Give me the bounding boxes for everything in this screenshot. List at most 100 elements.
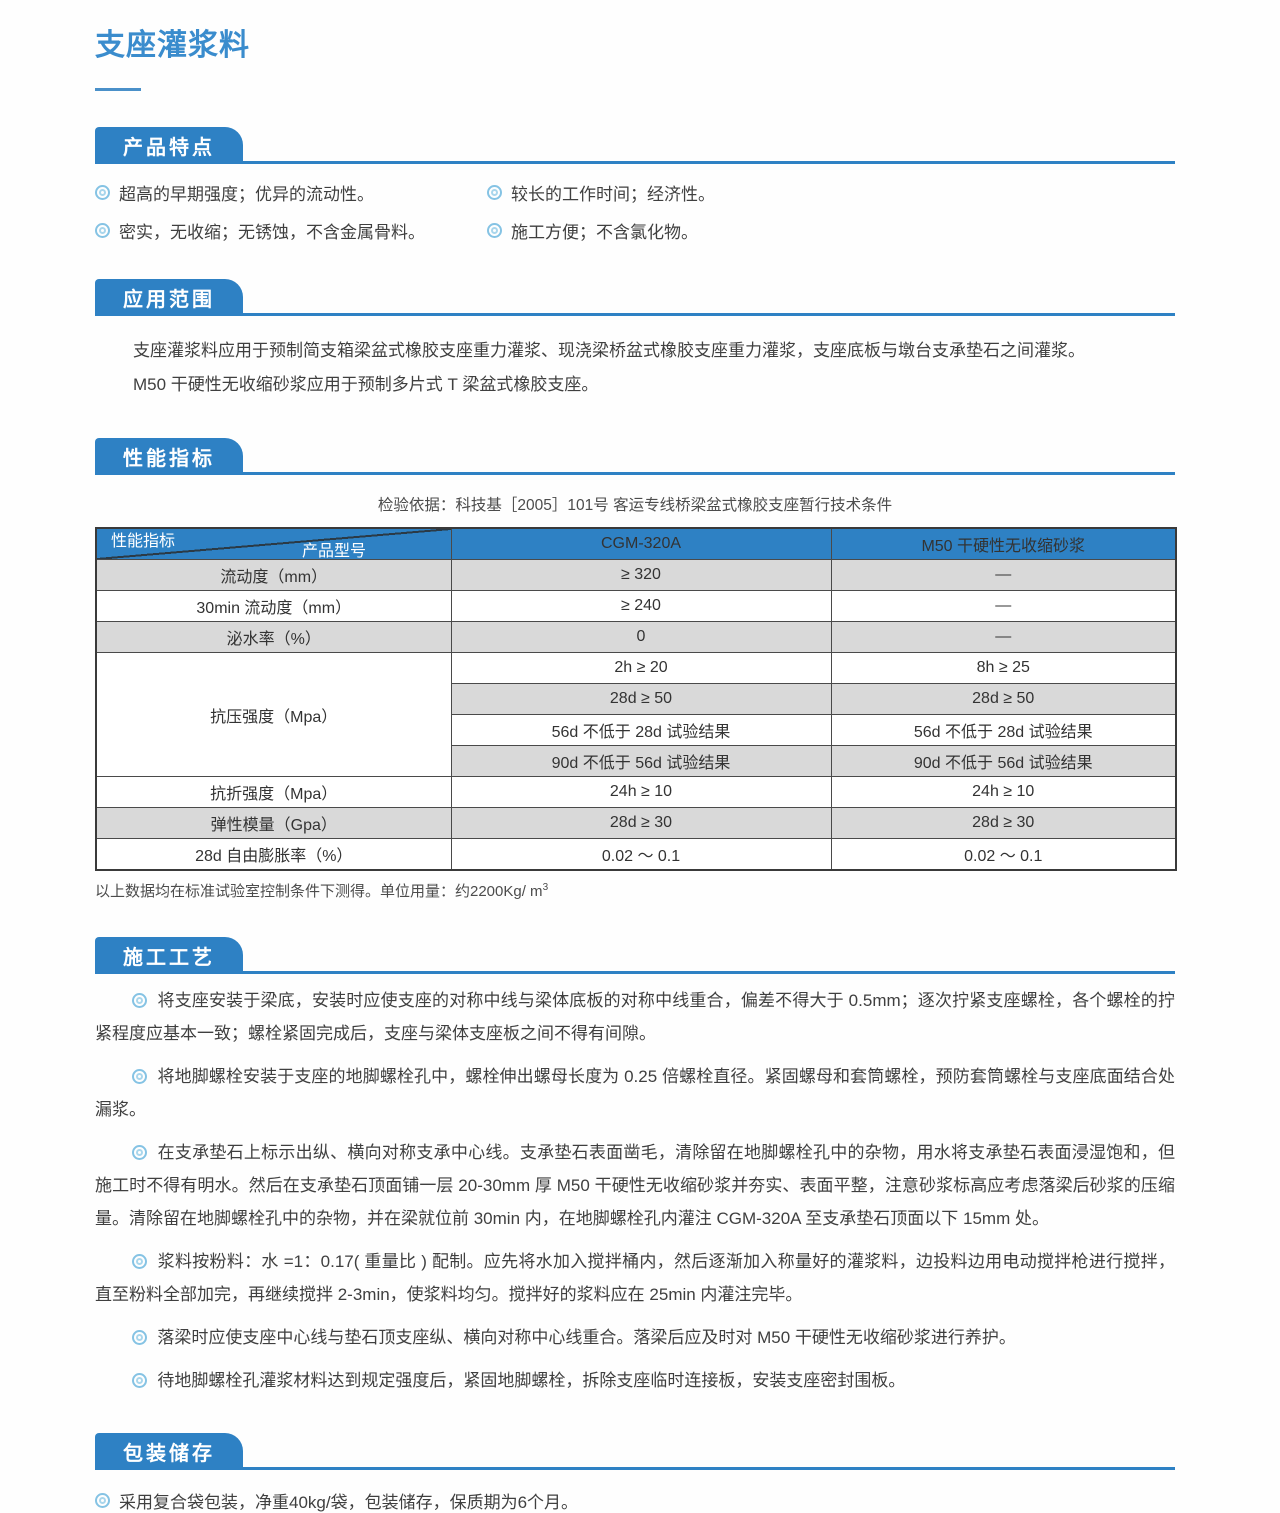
cell-value: 56d 不低于 28d 试验结果: [830, 714, 1177, 746]
table-row: 28d 自由膨胀率（%） 0.02 ～ 0.1 0.02 ～ 0.1: [95, 838, 1177, 871]
page-title: 支座灌浆料: [95, 29, 250, 62]
cell-value: ≥ 240: [450, 590, 832, 622]
construction-paragraph: 将支座安装于梁底，安装时应使支座的对称中线与梁体底板的对称中线重合，偏差不得大于…: [95, 984, 1175, 1050]
document-page: 支座灌浆料 产品特点 超高的早期强度；优异的流动性。 较长的工作时间；经济性。 …: [95, 29, 1177, 1512]
section-underline: [95, 1467, 1175, 1470]
cell-value: —: [830, 621, 1177, 653]
footnote-superscript: 3: [542, 882, 549, 893]
bullseye-icon: [95, 223, 110, 238]
construction-paragraph: 将地脚螺栓安装于支座的地脚螺栓孔中，螺栓伸出螺母长度为 0.25 倍螺栓直径。紧…: [95, 1060, 1175, 1126]
corner-label-performance-index: 性能指标: [111, 533, 176, 550]
cell-value: 90d 不低于 56d 试验结果: [830, 745, 1177, 777]
feature-item: 超高的早期强度；优异的流动性。: [95, 180, 487, 205]
bullseye-icon: [132, 1069, 148, 1084]
title-underline: [95, 88, 141, 91]
packaging-item: 采用复合袋包装，净重40kg/袋，包装储存，保质期为6个月。: [95, 1488, 1175, 1513]
section-underline: [95, 313, 1175, 316]
bullseye-icon: [95, 185, 110, 200]
cell-value: —: [830, 590, 1177, 622]
construction-heading-badge: 施工工艺: [95, 937, 243, 974]
section-head-construction: 施工工艺: [95, 937, 1175, 974]
table-row: 90d 不低于 56d 试验结果 90d 不低于 56d 试验结果: [96, 745, 1177, 777]
cell-value: 28d ≥ 50: [450, 683, 832, 715]
cell-value: 28d ≥ 30: [450, 807, 832, 839]
construction-paragraph: 落梁时应使支座中心线与垫石顶支座纵、横向对称中心线重合。落梁后应及时对 M50 …: [95, 1321, 1175, 1354]
table-row: 抗折强度（Mpa） 24h ≥ 10 24h ≥ 10: [95, 776, 1177, 808]
bullseye-icon: [95, 1493, 110, 1508]
table-row: 28d ≥ 50 28d ≥ 50: [96, 683, 1177, 715]
construction-paragraph: 待地脚螺栓孔灌浆材料达到规定强度后，紧固地脚螺栓，拆除支座临时连接板，安装支座密…: [95, 1364, 1175, 1397]
cell-value: 56d 不低于 28d 试验结果: [450, 714, 832, 746]
section-head-performance: 性能指标: [95, 438, 1175, 475]
bullseye-icon: [487, 223, 502, 238]
cell-value: 0: [450, 621, 832, 653]
bullseye-icon: [487, 185, 502, 200]
bullseye-icon: [132, 1254, 148, 1269]
cell-value: ≥ 320: [450, 559, 832, 591]
cell-value: 28d ≥ 50: [830, 683, 1177, 715]
table-corner-cell: 产品型号 性能指标: [95, 527, 452, 560]
cell-value: —: [830, 559, 1177, 591]
corner-label-product-model: 产品型号: [302, 543, 367, 560]
bullseye-icon: [132, 993, 148, 1008]
cell-value: 2h ≥ 20: [450, 652, 832, 684]
feature-text: 超高的早期强度；优异的流动性。: [119, 185, 374, 204]
table-row: 流动度（mm） ≥ 320 —: [95, 559, 1177, 591]
section-underline: [95, 472, 1175, 475]
features-list: 超高的早期强度；优异的流动性。 较长的工作时间；经济性。 密实，无收缩；无锈蚀，…: [95, 180, 1175, 243]
construction-paragraph: 浆料按粉料：水 =1：0.17( 重量比 ) 配制。应先将水加入搅拌桶内，然后逐…: [95, 1245, 1175, 1311]
footnote-text: 以上数据均在标准试验室控制条件下测得。单位用量：约2200Kg/ m: [95, 883, 543, 900]
row-label: 抗折强度（Mpa）: [95, 776, 452, 808]
packaging-heading-badge: 包装储存: [95, 1433, 243, 1470]
row-label: 30min 流动度（mm）: [95, 590, 452, 622]
row-label: 泌水率（%）: [95, 621, 452, 653]
paragraph-text: 将支座安装于梁底，安装时应使支座的对称中线与梁体底板的对称中线重合，偏差不得大于…: [95, 991, 1175, 1043]
cell-value: 0.02 ～ 0.1: [830, 838, 1177, 871]
application-line: 支座灌浆料应用于预制简支箱梁盆式橡胶支座重力灌浆、现浇梁桥盆式橡胶支座重力灌浆，…: [133, 341, 1085, 360]
cell-value: 24h ≥ 10: [450, 776, 832, 808]
bullseye-icon: [132, 1145, 148, 1160]
column-header-cgm320a: CGM-320A: [450, 527, 832, 560]
bullseye-icon: [132, 1330, 148, 1345]
feature-text: 较长的工作时间；经济性。: [511, 185, 715, 204]
section-head-packaging: 包装储存: [95, 1433, 1175, 1470]
cell-value: 24h ≥ 10: [830, 776, 1177, 808]
application-text: 支座灌浆料应用于预制简支箱梁盆式橡胶支座重力灌浆、现浇梁桥盆式橡胶支座重力灌浆，…: [95, 334, 1175, 402]
table-header-row: 产品型号 性能指标 CGM-320A M50 干硬性无收缩砂浆: [95, 527, 1177, 560]
table-footnote: 以上数据均在标准试验室控制条件下测得。单位用量：约2200Kg/ m3: [95, 880, 1175, 901]
section-head-features: 产品特点: [95, 127, 1175, 164]
paragraph-text: 浆料按粉料：水 =1：0.17( 重量比 ) 配制。应先将水加入搅拌桶内，然后逐…: [95, 1252, 1175, 1304]
paragraph-text: 在支承垫石上标示出纵、横向对称支承中心线。支承垫石表面凿毛，清除留在地脚螺栓孔中…: [95, 1143, 1175, 1228]
row-label: 28d 自由膨胀率（%）: [95, 838, 452, 871]
table-row: 泌水率（%） 0 —: [95, 621, 1177, 653]
construction-paragraph: 在支承垫石上标示出纵、横向对称支承中心线。支承垫石表面凿毛，清除留在地脚螺栓孔中…: [95, 1136, 1175, 1235]
performance-table: 产品型号 性能指标 CGM-320A M50 干硬性无收缩砂浆 流动度（mm） …: [95, 527, 1177, 871]
paragraph-text: 待地脚螺栓孔灌浆材料达到规定强度后，紧固地脚螺栓，拆除支座临时连接板，安装支座密…: [157, 1371, 906, 1390]
feature-item: 密实，无收缩；无锈蚀，不含金属骨料。: [95, 218, 487, 243]
table-row: 抗压强度（Mpa） 2h ≥ 20 8h ≥ 25: [95, 652, 1177, 777]
feature-item: 施工方便；不含氯化物。: [487, 218, 1175, 243]
application-heading-badge: 应用范围: [95, 279, 243, 316]
paragraph-text: 落梁时应使支座中心线与垫石顶支座纵、横向对称中心线重合。落梁后应及时对 M50 …: [157, 1328, 1016, 1347]
table-row: 30min 流动度（mm） ≥ 240 —: [95, 590, 1177, 622]
test-basis-note: 检验依据：科技基［2005］101号 客运专线桥梁盆式橡胶支座暂行技术条件: [377, 497, 893, 514]
section-underline: [95, 971, 1175, 974]
cell-value: 90d 不低于 56d 试验结果: [450, 745, 832, 777]
bullseye-icon: [132, 1373, 148, 1388]
row-label: 流动度（mm）: [95, 559, 452, 591]
row-label-compressive: 抗压强度（Mpa）: [95, 652, 452, 777]
feature-text: 密实，无收缩；无锈蚀，不含金属骨料。: [119, 223, 425, 242]
feature-item: 较长的工作时间；经济性。: [487, 180, 1175, 205]
row-label: 弹性模量（Gpa）: [95, 807, 452, 839]
paragraph-text: 将地脚螺栓安装于支座的地脚螺栓孔中，螺栓伸出螺母长度为 0.25 倍螺栓直径。紧…: [95, 1067, 1175, 1119]
column-header-m50: M50 干硬性无收缩砂浆: [830, 527, 1177, 560]
cell-value: 8h ≥ 25: [830, 652, 1177, 684]
section-head-application: 应用范围: [95, 279, 1175, 316]
table-row: 弹性模量（Gpa） 28d ≥ 30 28d ≥ 30: [95, 807, 1177, 839]
section-underline: [95, 161, 1175, 164]
features-heading-badge: 产品特点: [95, 127, 243, 164]
packaging-text: 采用复合袋包装，净重40kg/袋，包装储存，保质期为6个月。: [119, 1493, 579, 1512]
feature-text: 施工方便；不含氯化物。: [511, 223, 698, 242]
application-line: M50 干硬性无收缩砂浆应用于预制多片式 T 梁盆式橡胶支座。: [133, 375, 599, 394]
cell-value: 28d ≥ 30: [830, 807, 1177, 839]
